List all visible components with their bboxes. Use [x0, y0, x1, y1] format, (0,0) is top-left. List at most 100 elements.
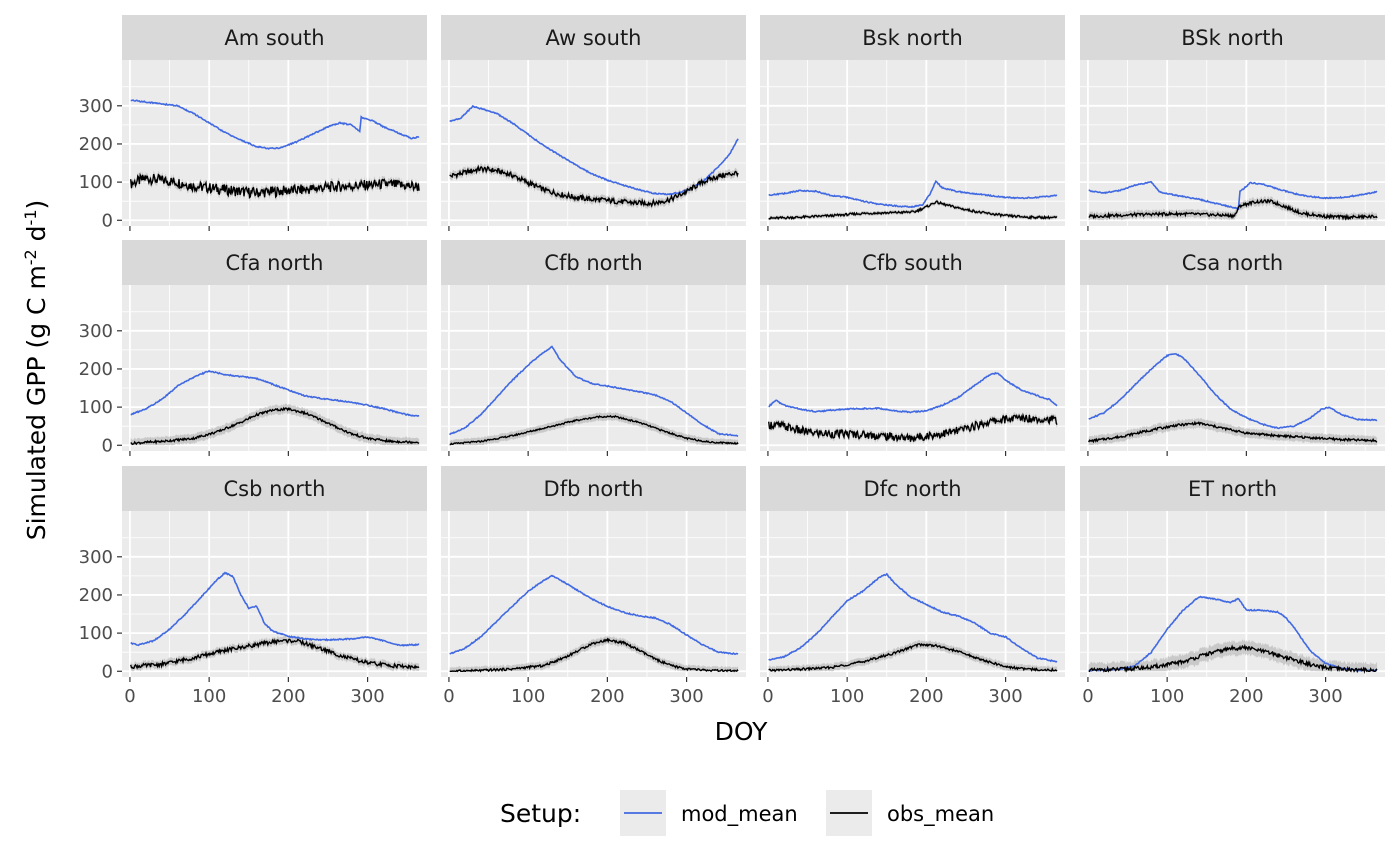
facet-panel-am-south: Am south 0 100 200 300: [79, 15, 427, 231]
series-line-obs-mean: [768, 643, 1058, 673]
x-tick-label: 0: [443, 686, 454, 707]
x-tick-label: 100: [192, 686, 226, 707]
y-tick-label: 300: [79, 321, 113, 342]
panel-background: [122, 511, 427, 677]
legend-title: Setup:: [500, 799, 581, 828]
facet-strip-label: Csa north: [1182, 251, 1283, 275]
panel-background: [1080, 285, 1385, 451]
x-tick-label: 0: [762, 686, 773, 707]
facet-strip-label: Am south: [224, 26, 324, 50]
facet-strip: [441, 466, 746, 511]
facet-strip: [441, 240, 746, 285]
series-line-mod-mean: [130, 571, 420, 647]
series-line-mod-mean: [768, 179, 1058, 209]
facet-strip-label: Dfb north: [544, 477, 644, 501]
y-axis-title: Simulated GPP (g C m-2 d-1): [21, 200, 51, 541]
facet-strip: [760, 240, 1065, 285]
y-tick-label: 100: [79, 397, 113, 418]
obs-ribbon: [768, 639, 1058, 672]
obs-ribbon: [130, 635, 420, 672]
facet-panel-csa-north: Csa north: [1080, 240, 1385, 456]
series-line-mod-mean: [130, 369, 420, 417]
facet-strip-label: Csb north: [224, 477, 326, 501]
series-line-obs-mean: [1088, 643, 1378, 674]
panel-background: [760, 285, 1065, 451]
panel-background: [122, 60, 427, 226]
panel-background: [441, 285, 746, 451]
series-line-obs-mean: [1088, 420, 1378, 444]
facet-strip: [760, 15, 1065, 60]
obs-ribbon: [449, 635, 739, 672]
facet-panel-aw-south: Aw south: [441, 15, 746, 231]
x-tick-label: 300: [669, 686, 703, 707]
y-tick-label: 0: [102, 435, 113, 456]
x-tick-label: 100: [830, 686, 864, 707]
facet-panel-csb-north: Csb north 0 100 200 300 0 100 200 300: [79, 466, 427, 707]
obs-ribbon: [449, 163, 739, 210]
series-line-obs-mean: [130, 172, 420, 199]
x-tick-label: 300: [988, 686, 1022, 707]
series-line-mod-mean: [449, 574, 739, 656]
facet-strip: [122, 240, 427, 285]
x-tick-label: 0: [1082, 686, 1093, 707]
facet-strip: [122, 466, 427, 511]
facet-panel-cfb-north: Cfb north: [441, 240, 746, 456]
series-line-mod-mean: [1088, 180, 1378, 210]
x-tick-label: 0: [124, 686, 135, 707]
x-tick-label: 200: [271, 686, 305, 707]
facet-panel-bsk-north: Bsk north: [760, 15, 1065, 231]
y-tick-label: 0: [102, 210, 113, 231]
facet-panel-cfb-south: Cfb south: [760, 240, 1065, 456]
facet-strip: [760, 466, 1065, 511]
facet-strip: [1080, 466, 1385, 511]
facet-strip: [122, 15, 427, 60]
series-line-mod-mean: [768, 371, 1058, 414]
y-tick-label: 300: [79, 547, 113, 568]
facet-strip: [1080, 15, 1385, 60]
series-line-mod-mean: [449, 345, 739, 437]
series-line-obs-mean: [130, 406, 420, 446]
facet-strip-label: Aw south: [545, 26, 641, 50]
facet-strip: [441, 15, 746, 60]
y-tick-label: 300: [79, 96, 113, 117]
x-tick-label: 200: [1229, 686, 1263, 707]
panel-background: [441, 511, 746, 677]
series-line-obs-mean: [449, 637, 739, 673]
legend-label-obs-mean: obs_mean: [887, 802, 994, 827]
facet-strip-label: ET north: [1188, 477, 1277, 501]
facet-strip-label: Cfb south: [862, 251, 963, 275]
series-line-obs-mean: [449, 164, 739, 208]
x-tick-label: 200: [909, 686, 943, 707]
x-tick-label: 300: [1308, 686, 1342, 707]
x-tick-label: 100: [511, 686, 545, 707]
series-line-obs-mean: [768, 412, 1058, 443]
facet-strip: [1080, 240, 1385, 285]
series-line-obs-mean: [449, 414, 739, 446]
series-line-obs-mean: [768, 200, 1058, 221]
facet-panels: Am south 0 100 200 300 Aw south Bsk north BSk n…: [79, 15, 1385, 707]
facet-strip-label: Cfa north: [226, 251, 324, 275]
x-tick-label: 200: [590, 686, 624, 707]
y-tick-label: 200: [79, 359, 113, 380]
facet-panel-cfa-north: Cfa north 0 100 200 300: [79, 240, 427, 456]
x-tick-label: 100: [1150, 686, 1184, 707]
series-line-mod-mean: [1088, 352, 1378, 430]
obs-ribbon: [130, 403, 420, 446]
y-tick-label: 100: [79, 172, 113, 193]
legend: Setup: mod_mean obs_mean: [500, 790, 994, 836]
facet-panel-dfc-north: Dfc north 0 100 200 300: [760, 466, 1065, 707]
y-tick-label: 200: [79, 134, 113, 155]
facet-strip-label: Dfc north: [863, 477, 961, 501]
x-tick-label: 300: [350, 686, 384, 707]
series-line-mod-mean: [768, 572, 1058, 663]
y-tick-label: 100: [79, 623, 113, 644]
series-line-mod-mean: [1088, 595, 1378, 672]
obs-ribbon: [1088, 417, 1378, 446]
facet-strip-label: Bsk north: [862, 26, 963, 50]
facet-panel-bsk-north: BSk north: [1080, 15, 1385, 231]
series-line-obs-mean: [130, 637, 420, 671]
obs-ribbon: [130, 170, 420, 202]
series-line-mod-mean: [130, 99, 420, 150]
x-axis-title: DOY: [715, 717, 769, 746]
